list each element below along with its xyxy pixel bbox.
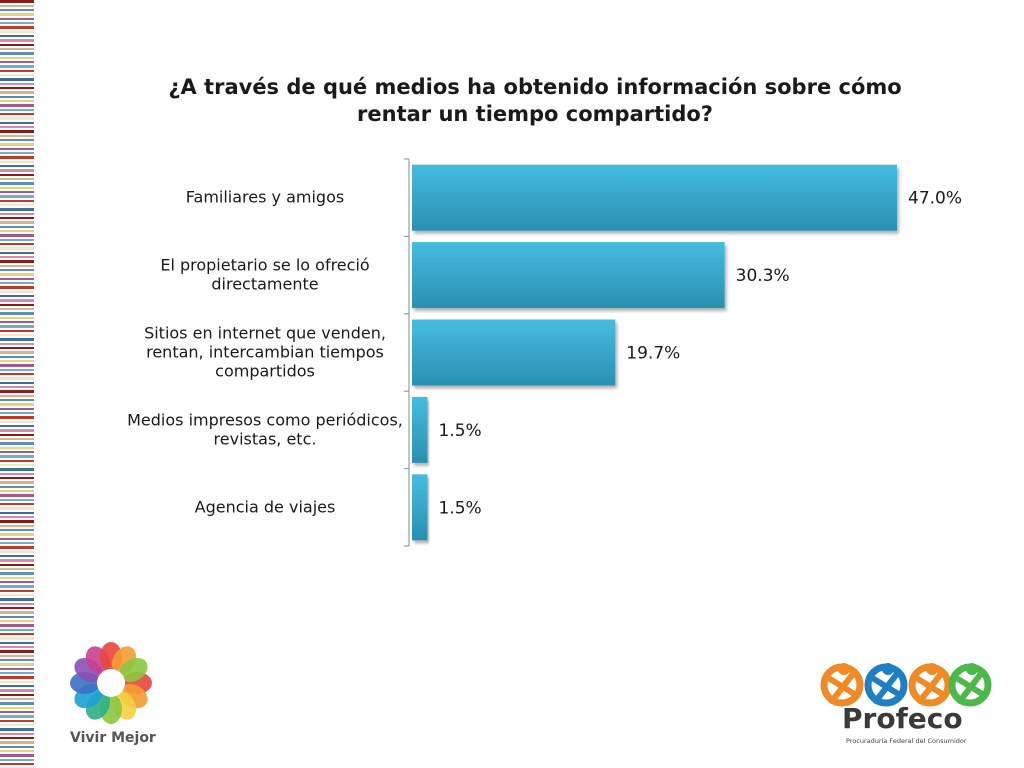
data-label: 30.3% (736, 266, 790, 286)
title-line-1: ¿A través de qué medios ha obtenido info… (168, 75, 902, 99)
vivir-mejor-logo-text: Vivir Mejor (70, 730, 156, 746)
profeco-figure (948, 663, 992, 707)
profeco-figure (908, 663, 952, 707)
profeco-logo-name: Profeco (842, 702, 963, 735)
category-label: Medios impresos como periódicos, revistas… (127, 410, 403, 448)
category-label: El propietario se lo ofreció directamente (160, 256, 369, 294)
title-line-2: rentar un tiempo compartido? (357, 102, 713, 126)
profeco-logo-subtitle: Procuraduría Federal del Consumidor (846, 737, 967, 745)
bar (412, 319, 616, 386)
profeco-logo-icon (820, 663, 992, 707)
data-label: 1.5% (438, 498, 481, 518)
bar (412, 242, 725, 309)
data-label: 1.5% (438, 421, 481, 441)
bar-chart: 47.0% Familiares y amigos 30.3% El propieta… (127, 158, 962, 547)
bar (412, 474, 428, 541)
chart-title: ¿A través de qué medios ha obtenido info… (100, 74, 970, 128)
bar (412, 164, 897, 231)
bar (412, 396, 428, 463)
flower-center (97, 669, 125, 697)
category-label: Familiares y amigos (186, 188, 344, 207)
data-label: 47.0% (908, 189, 962, 209)
decorative-stripes (0, 0, 34, 768)
category-label: Agencia de viajes (195, 497, 336, 516)
data-label: 19.7% (626, 344, 680, 364)
category-label: Sitios en internet que venden, rentan, in… (144, 324, 386, 381)
profeco-figure (864, 663, 908, 707)
flower-petal (119, 657, 148, 683)
profeco-figure (820, 663, 864, 707)
vivir-mejor-logo-icon (70, 642, 152, 724)
